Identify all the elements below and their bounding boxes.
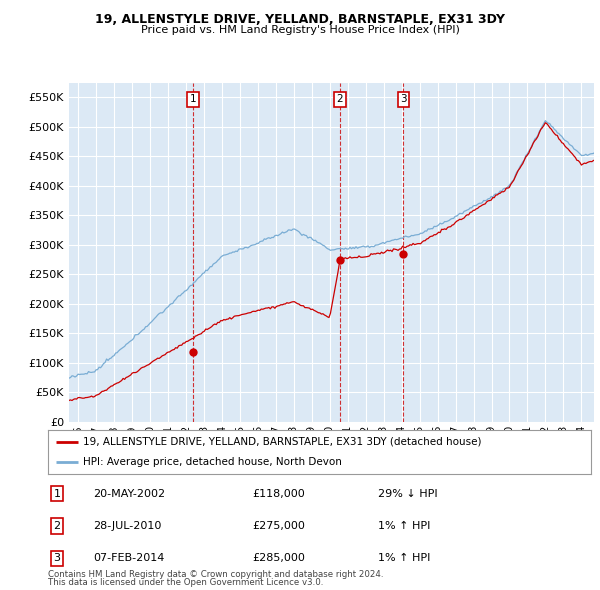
Text: £275,000: £275,000 (252, 521, 305, 531)
Text: Price paid vs. HM Land Registry's House Price Index (HPI): Price paid vs. HM Land Registry's House … (140, 25, 460, 35)
Text: £118,000: £118,000 (252, 489, 305, 499)
Text: HPI: Average price, detached house, North Devon: HPI: Average price, detached house, Nort… (83, 457, 342, 467)
Text: 3: 3 (53, 553, 61, 563)
Text: 29% ↓ HPI: 29% ↓ HPI (378, 489, 437, 499)
Text: 1% ↑ HPI: 1% ↑ HPI (378, 553, 430, 563)
Text: 1: 1 (53, 489, 61, 499)
Text: 2: 2 (53, 521, 61, 531)
Text: 20-MAY-2002: 20-MAY-2002 (93, 489, 165, 499)
Text: 1% ↑ HPI: 1% ↑ HPI (378, 521, 430, 531)
Text: This data is licensed under the Open Government Licence v3.0.: This data is licensed under the Open Gov… (48, 578, 323, 587)
Text: 2: 2 (337, 94, 343, 104)
Text: 19, ALLENSTYLE DRIVE, YELLAND, BARNSTAPLE, EX31 3DY: 19, ALLENSTYLE DRIVE, YELLAND, BARNSTAPL… (95, 13, 505, 26)
Text: 3: 3 (400, 94, 407, 104)
Text: 1: 1 (190, 94, 196, 104)
Text: 07-FEB-2014: 07-FEB-2014 (93, 553, 164, 563)
Text: Contains HM Land Registry data © Crown copyright and database right 2024.: Contains HM Land Registry data © Crown c… (48, 571, 383, 579)
Text: £285,000: £285,000 (252, 553, 305, 563)
Text: 28-JUL-2010: 28-JUL-2010 (93, 521, 161, 531)
Text: 19, ALLENSTYLE DRIVE, YELLAND, BARNSTAPLE, EX31 3DY (detached house): 19, ALLENSTYLE DRIVE, YELLAND, BARNSTAPL… (83, 437, 482, 447)
